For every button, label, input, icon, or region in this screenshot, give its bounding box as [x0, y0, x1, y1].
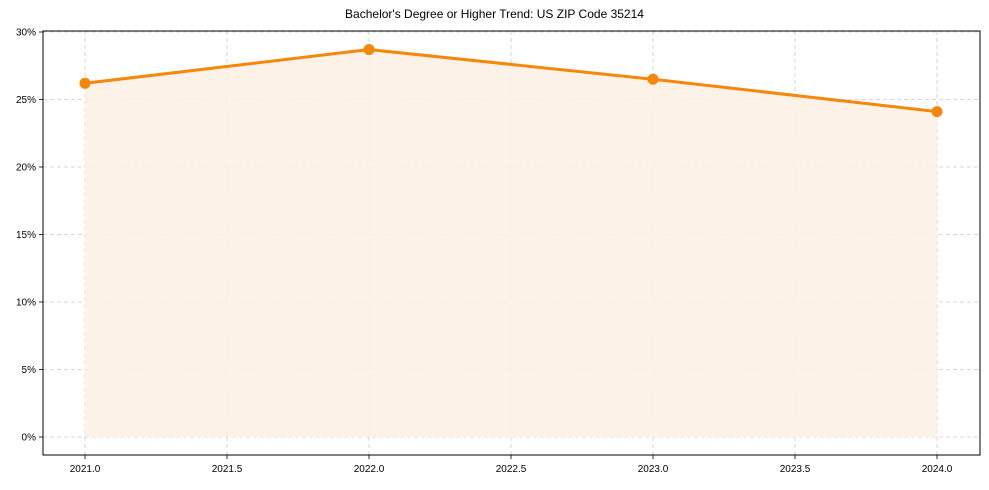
y-tick-label: 30% — [16, 28, 36, 39]
y-tick-label: 15% — [16, 230, 36, 241]
x-tick-label: 2023.5 — [780, 464, 811, 475]
data-point-marker — [931, 106, 943, 118]
x-tick-label: 2023.0 — [638, 464, 669, 475]
y-tick-label: 10% — [16, 298, 36, 309]
x-tick-label: 2021.0 — [70, 464, 101, 475]
y-tick-label: 20% — [16, 163, 36, 174]
data-point-marker — [363, 44, 375, 56]
series-line — [83, 48, 939, 114]
x-tick-label: 2022.0 — [354, 464, 385, 475]
y-tick-label: 0% — [22, 433, 37, 444]
x-tick-label: 2024.0 — [922, 464, 953, 475]
data-point-marker — [647, 73, 659, 85]
y-tick-label: 25% — [16, 95, 36, 106]
axes-frame — [42, 30, 981, 456]
x-tick-label: 2021.5 — [212, 464, 243, 475]
x-tick-label: 2022.5 — [496, 464, 527, 475]
area-fill — [85, 49, 937, 438]
y-tick-label: 5% — [22, 365, 37, 376]
chart-title: Bachelor's Degree or Higher Trend: US ZI… — [345, 7, 644, 21]
data-point-marker — [79, 77, 91, 89]
